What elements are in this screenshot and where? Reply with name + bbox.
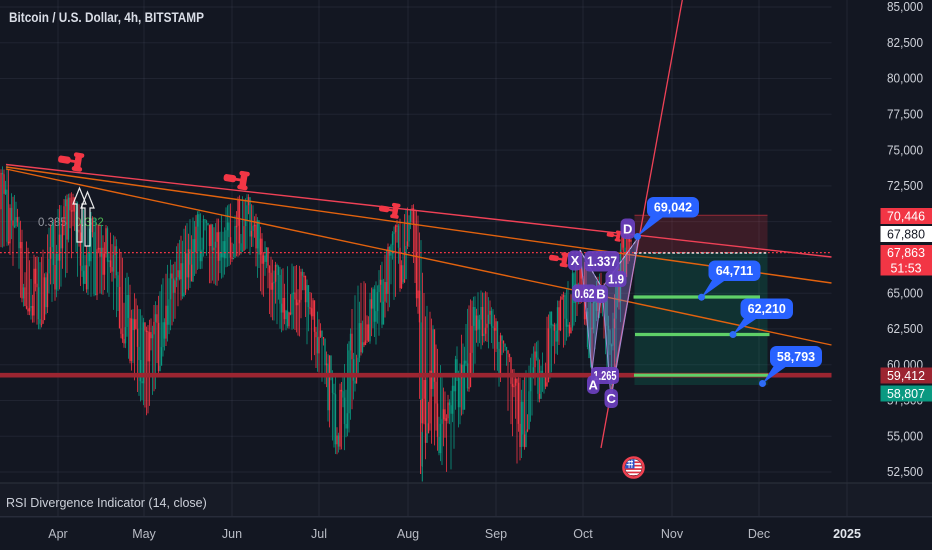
svg-text:80,000: 80,000	[887, 71, 923, 86]
svg-text:X: X	[571, 253, 580, 268]
svg-text:77,500: 77,500	[887, 107, 923, 122]
svg-text:Oct: Oct	[573, 527, 593, 541]
svg-text:2025: 2025	[833, 527, 861, 541]
svg-text:72,500: 72,500	[887, 178, 923, 193]
svg-text:Nov: Nov	[661, 527, 684, 541]
svg-text:69,042: 69,042	[654, 201, 692, 215]
svg-text:RSI Divergence Indicator (14,: RSI Divergence Indicator (14, close)	[6, 496, 207, 510]
svg-text:55,000: 55,000	[887, 428, 923, 443]
svg-text:58,793: 58,793	[777, 350, 815, 364]
svg-text:65,000: 65,000	[887, 285, 923, 300]
svg-text:85,000: 85,000	[887, 0, 923, 14]
svg-text:70,446: 70,446	[887, 209, 925, 224]
svg-text:67,863: 67,863	[887, 245, 925, 260]
svg-text:52,500: 52,500	[887, 464, 923, 479]
svg-text:Apr: Apr	[48, 527, 67, 541]
svg-text:75,000: 75,000	[887, 142, 923, 157]
svg-text:82,500: 82,500	[887, 35, 923, 50]
svg-text:62,500: 62,500	[887, 321, 923, 336]
svg-text:Jul: Jul	[311, 527, 327, 541]
svg-text:0.62: 0.62	[575, 287, 595, 301]
svg-text:Sep: Sep	[485, 527, 507, 541]
svg-text:1.337: 1.337	[587, 254, 617, 269]
svg-text:59,412: 59,412	[887, 368, 925, 383]
svg-text:1.9: 1.9	[608, 273, 624, 287]
svg-text:Bitcoin / U.S. Dollar, 4h, BIT: Bitcoin / U.S. Dollar, 4h, BITSTAMP	[9, 10, 204, 25]
svg-text:67,880: 67,880	[887, 227, 925, 242]
svg-text:62,210: 62,210	[748, 302, 786, 316]
svg-text:64,711: 64,711	[716, 264, 754, 278]
svg-text:B: B	[596, 287, 605, 302]
svg-text:Jun: Jun	[222, 527, 242, 541]
svg-text:51:53: 51:53	[891, 261, 922, 276]
svg-text:Dec: Dec	[748, 527, 770, 541]
svg-text:58,807: 58,807	[887, 386, 925, 401]
svg-text:May: May	[132, 527, 156, 541]
svg-text:A: A	[589, 377, 599, 392]
svg-text:C: C	[607, 391, 617, 406]
svg-text:D: D	[623, 221, 632, 236]
svg-text:Aug: Aug	[397, 527, 419, 541]
